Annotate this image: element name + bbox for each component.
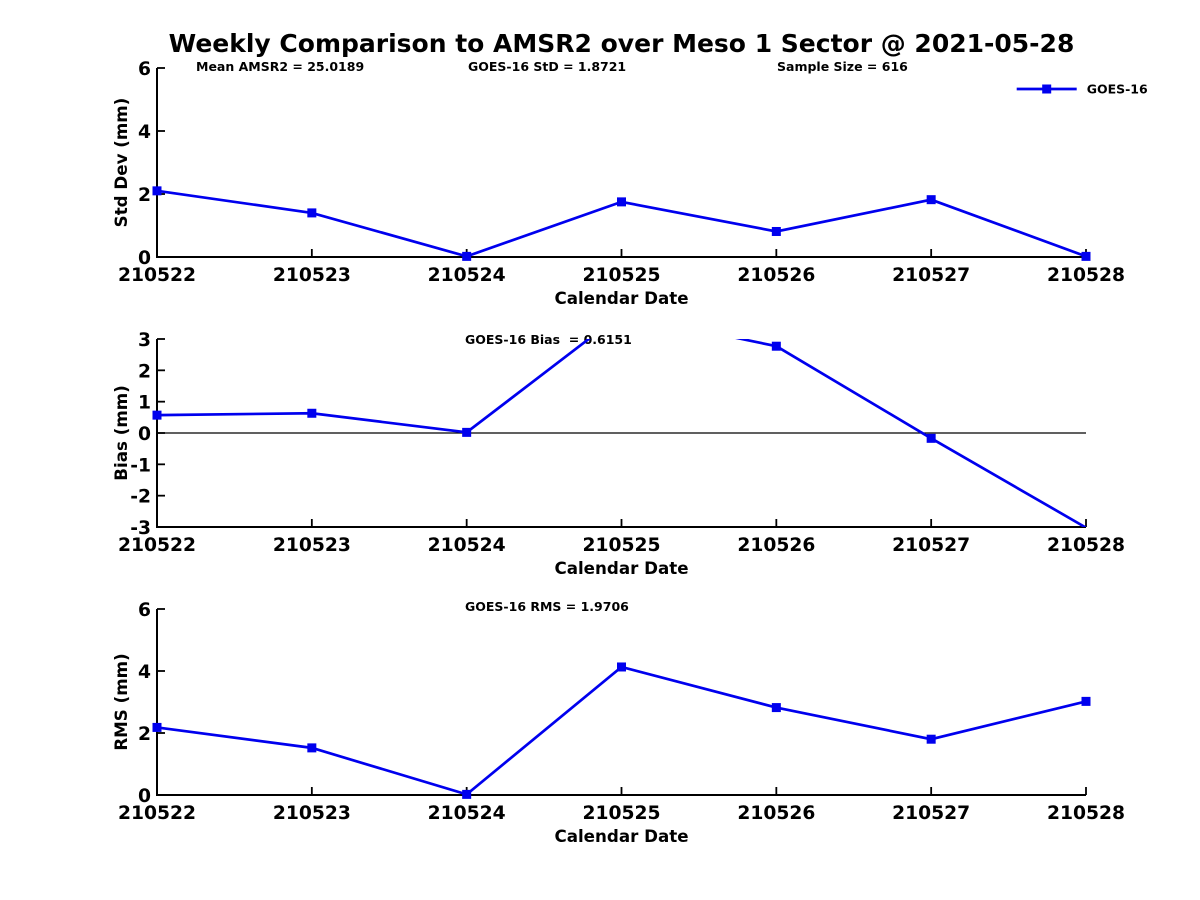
x-axis-label: Calendar Date — [554, 558, 688, 578]
plot-annotation: GOES-16 StD = 1.8721 — [468, 59, 626, 74]
x-tick-label: 210523 — [273, 265, 351, 286]
x-tick-label: 210528 — [1047, 803, 1125, 824]
x-axis-label: Calendar Date — [554, 826, 688, 846]
y-axis: -3 -2 -1 0 1 2 3 Bias (mm) — [111, 330, 165, 539]
stddev-subplot: 210522 210523 210524 210525 210526 210527 2105… — [111, 59, 1148, 308]
square-marker — [462, 427, 472, 437]
square-marker — [926, 433, 936, 443]
series-markers — [152, 662, 1091, 799]
square-marker — [462, 789, 472, 799]
y-axis-label: Bias (mm) — [111, 385, 131, 480]
y-tick-label: 2 — [138, 724, 151, 745]
plot-annotation: Mean AMSR2 = 25.0189 — [196, 59, 364, 74]
legend: GOES-16 — [1016, 82, 1148, 97]
y-tick-label: 6 — [138, 59, 151, 80]
y-tick-label: -2 — [130, 487, 151, 508]
legend-label: GOES-16 — [1087, 82, 1148, 97]
square-marker — [462, 251, 472, 261]
series-line — [156, 665, 1087, 796]
x-tick-label: 210525 — [582, 803, 660, 824]
x-tick-label: 210525 — [582, 535, 660, 556]
square-marker — [771, 341, 781, 351]
x-tick-label: 210523 — [273, 803, 351, 824]
y-axis-label: Std Dev (mm) — [111, 98, 131, 228]
axes-spines — [156, 609, 1086, 796]
series-line — [157, 339, 1086, 527]
y-axis: 0 2 4 6 RMS (mm) — [111, 600, 165, 807]
y-tick-label: -1 — [130, 455, 151, 476]
y-tick-label: 6 — [138, 600, 151, 621]
square-marker — [617, 662, 626, 672]
x-tick-label: 210527 — [892, 803, 970, 824]
y-tick-label: 2 — [138, 361, 151, 382]
x-tick-label: 210528 — [1047, 265, 1125, 286]
square-marker — [307, 743, 317, 753]
x-tick-label: 210524 — [428, 803, 506, 824]
y-axis: 0 2 4 6 Std Dev (mm) — [111, 59, 165, 269]
square-marker — [926, 195, 936, 205]
series-markers — [152, 341, 936, 443]
axes-spines — [156, 68, 1086, 258]
legend-square-marker — [1042, 84, 1052, 94]
x-tick-label: 210527 — [892, 265, 970, 286]
square-marker — [1081, 251, 1091, 261]
x-axis: 210522 210523 210524 210525 210526 210527 2105… — [118, 787, 1125, 846]
y-tick-label: 2 — [138, 185, 151, 206]
square-marker — [771, 703, 781, 713]
y-tick-label: 0 — [138, 248, 151, 269]
x-tick-label: 210525 — [582, 265, 660, 286]
square-marker — [307, 208, 317, 218]
y-tick-label: 0 — [138, 424, 151, 445]
x-tick-label: 210528 — [1047, 535, 1125, 556]
x-axis: 210522 210523 210524 210525 210526 210527 2105… — [118, 249, 1125, 308]
square-marker — [152, 722, 162, 732]
y-tick-label: 1 — [138, 393, 151, 414]
x-tick-label: 210527 — [892, 535, 970, 556]
x-tick-label: 210522 — [118, 535, 196, 556]
square-marker — [1081, 696, 1091, 706]
figure-title: Weekly Comparison to AMSR2 over Meso 1 S… — [168, 29, 1075, 58]
y-tick-label: -3 — [130, 518, 151, 539]
x-tick-label: 210526 — [737, 803, 815, 824]
plot-annotation: GOES-16 RMS = 1.9706 — [465, 599, 629, 614]
x-tick-label: 210524 — [428, 265, 506, 286]
rms-subplot: 210522 210523 210524 210525 210526 210527 2105… — [111, 599, 1125, 846]
x-tick-label: 210523 — [273, 535, 351, 556]
x-tick-label: 210522 — [118, 265, 196, 286]
x-tick-label: 210522 — [118, 803, 196, 824]
square-marker — [617, 197, 626, 207]
square-marker — [771, 226, 781, 236]
plot-annotation: Sample Size = 616 — [777, 59, 908, 74]
y-tick-label: 0 — [138, 786, 151, 807]
square-marker — [152, 410, 162, 420]
x-tick-label: 210526 — [737, 535, 815, 556]
y-axis-label: RMS (mm) — [111, 653, 131, 750]
x-axis-label: Calendar Date — [554, 288, 688, 308]
y-tick-label: 4 — [138, 122, 151, 143]
y-tick-label: 4 — [138, 662, 151, 683]
x-axis: 210522 210523 210524 210525 210526 210527 2105… — [118, 519, 1125, 578]
bias-subplot: 210522 210523 210524 210525 210526 210527 2105… — [111, 330, 1125, 578]
x-tick-label: 210526 — [737, 265, 815, 286]
series-markers — [152, 186, 1091, 261]
square-marker — [926, 734, 936, 744]
square-marker — [307, 408, 317, 418]
square-marker — [152, 186, 162, 196]
x-tick-label: 210524 — [428, 535, 506, 556]
y-tick-label: 3 — [138, 330, 151, 351]
plot-annotation: GOES-16 Bias = 0.6151 — [465, 332, 632, 347]
